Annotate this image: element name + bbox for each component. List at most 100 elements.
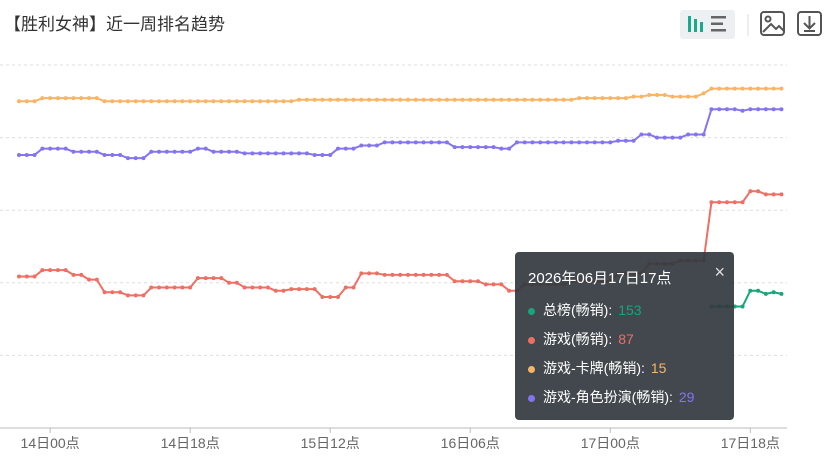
data-point [188, 285, 193, 290]
data-point [55, 96, 60, 101]
data-point [312, 287, 317, 292]
bar-view-icon[interactable] [688, 16, 703, 32]
data-point [647, 132, 652, 137]
data-point [437, 272, 442, 277]
save-image-icon[interactable] [760, 11, 785, 36]
data-point [304, 287, 309, 292]
data-point [491, 282, 496, 287]
tooltip-close[interactable]: × [714, 262, 725, 282]
data-point [24, 99, 29, 104]
data-point [265, 99, 270, 104]
data-point [662, 135, 667, 140]
data-point [608, 96, 613, 101]
data-point [164, 149, 169, 154]
data-point [468, 97, 473, 102]
data-point [763, 107, 768, 112]
data-point [398, 97, 403, 102]
data-point [102, 152, 107, 157]
data-point [188, 149, 193, 154]
data-point [701, 132, 706, 137]
data-point [133, 156, 138, 161]
data-point [444, 140, 449, 145]
data-point [94, 277, 99, 282]
data-point [343, 97, 348, 102]
data-point [227, 99, 232, 104]
data-point [242, 285, 247, 290]
data-point [40, 96, 45, 101]
data-point [748, 107, 753, 112]
data-point [203, 146, 208, 151]
data-point [79, 149, 84, 154]
data-point [273, 151, 278, 156]
data-point [756, 107, 761, 112]
list-view-icon[interactable] [711, 16, 726, 32]
data-point [779, 192, 784, 197]
data-point [227, 280, 232, 285]
data-point [343, 285, 348, 290]
data-point [211, 276, 216, 281]
data-point [359, 97, 364, 102]
data-point [63, 96, 68, 101]
data-point [577, 96, 582, 101]
data-point [444, 97, 449, 102]
data-point [499, 146, 504, 151]
data-point [281, 151, 286, 156]
data-point [771, 290, 776, 295]
data-point [763, 291, 768, 296]
data-point [328, 152, 333, 157]
data-point [335, 97, 340, 102]
data-point [600, 96, 605, 101]
data-point [94, 149, 99, 154]
data-point [328, 295, 333, 300]
data-point [732, 200, 737, 205]
x-tick-label: 17日00点 [581, 435, 640, 451]
data-point [71, 96, 76, 101]
data-point [125, 293, 130, 298]
data-point [561, 140, 566, 145]
download-icon[interactable] [797, 11, 822, 36]
data-point [717, 200, 722, 205]
data-point [242, 99, 247, 104]
data-point [701, 91, 706, 96]
data-point [724, 107, 729, 112]
data-point [693, 94, 698, 99]
data-point [48, 146, 53, 151]
data-point [265, 285, 270, 290]
data-point [584, 96, 589, 101]
data-point [265, 151, 270, 156]
data-point [40, 146, 45, 151]
tooltip-value: 153 [618, 302, 642, 318]
data-point [538, 140, 543, 145]
data-point [476, 279, 481, 284]
data-point [87, 96, 92, 101]
data-point [569, 97, 574, 102]
data-point [437, 97, 442, 102]
x-tick-label: 14日18点 [161, 435, 220, 451]
data-point [203, 276, 208, 281]
data-point [63, 146, 68, 151]
data-point [514, 97, 519, 102]
data-point [141, 156, 146, 161]
data-point [686, 94, 691, 99]
data-point [351, 146, 356, 151]
series-line [19, 108, 782, 160]
data-point [569, 140, 574, 145]
data-point [32, 152, 37, 157]
data-point [452, 145, 457, 150]
data-point [258, 285, 263, 290]
data-point [771, 192, 776, 197]
data-point [297, 287, 302, 292]
data-point [460, 97, 465, 102]
x-tick-label: 14日00点 [21, 435, 80, 451]
data-point [623, 96, 628, 101]
data-point [157, 99, 162, 104]
data-point [40, 268, 45, 273]
data-point [763, 192, 768, 197]
data-point [476, 97, 481, 102]
data-point [102, 99, 107, 104]
data-point [195, 99, 200, 104]
data-point [79, 96, 84, 101]
data-point [281, 99, 286, 104]
data-point [647, 92, 652, 97]
